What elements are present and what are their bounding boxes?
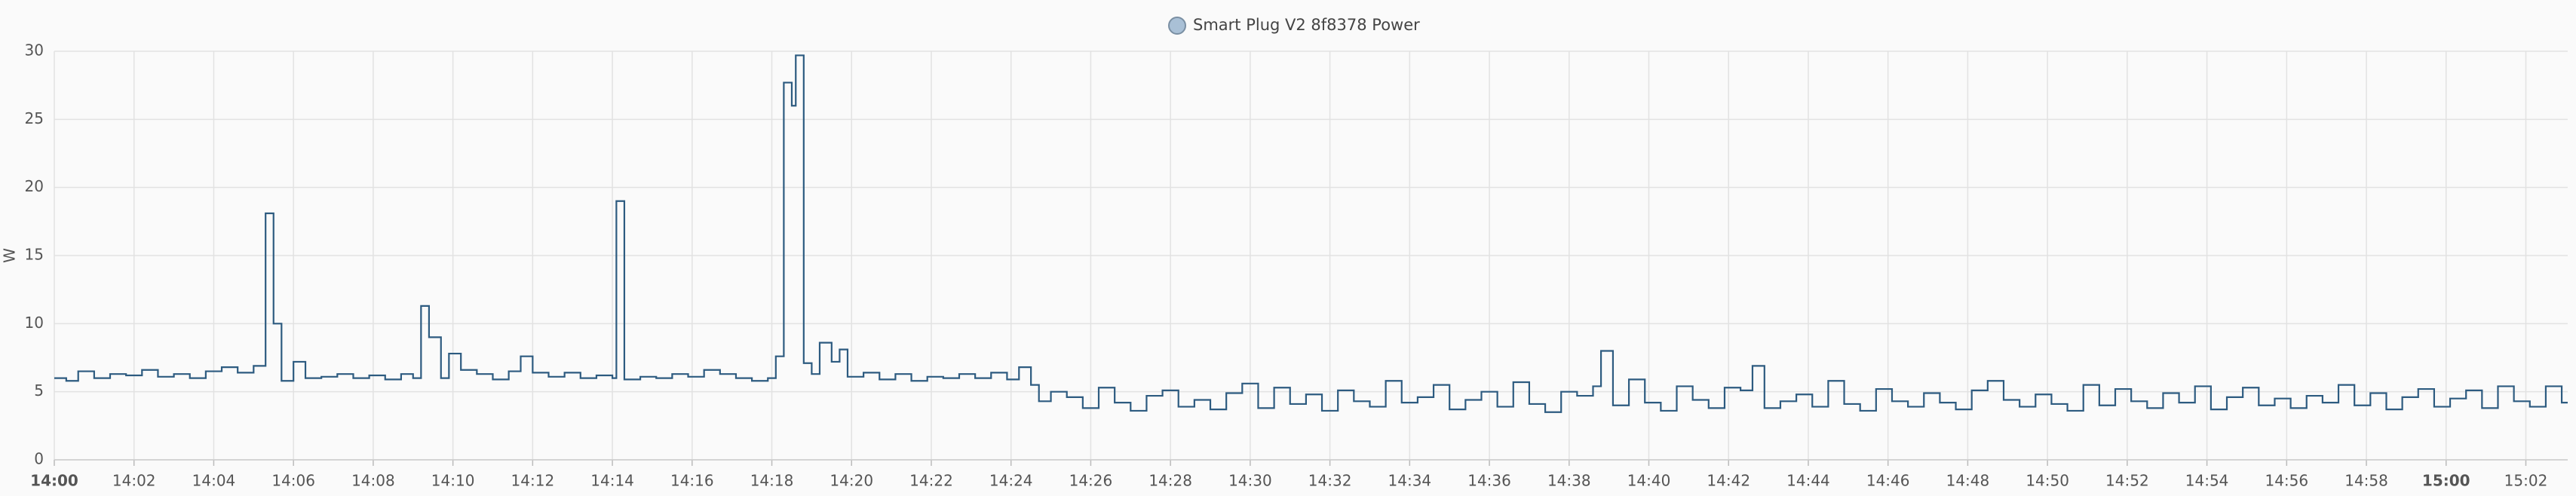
x-tick-label: 14:26 (1069, 472, 1113, 490)
x-tick-label: 14:38 (1547, 472, 1591, 490)
y-tick-label: 25 (25, 109, 44, 127)
x-tick-label: 14:12 (511, 472, 555, 490)
x-tick-label: 14:48 (1946, 472, 1990, 490)
x-tick-label: 14:34 (1388, 472, 1432, 490)
x-tick-label: 14:06 (271, 472, 315, 490)
x-tick-label: 15:02 (2504, 472, 2548, 490)
y-tick-label: 20 (25, 177, 44, 195)
x-tick-label: 14:16 (670, 472, 714, 490)
legend-swatch[interactable] (1168, 17, 1186, 35)
x-tick-label: 14:40 (1627, 472, 1671, 490)
x-tick-label: 14:20 (830, 472, 873, 490)
y-tick-label: 15 (25, 246, 44, 264)
x-tick-label: 14:50 (2026, 472, 2069, 490)
data-line (54, 54, 2568, 413)
y-tick-label: 30 (25, 41, 44, 60)
y-tick-label: 5 (34, 381, 44, 400)
x-tick-label: 14:10 (431, 472, 475, 490)
y-tick-label: 0 (34, 450, 44, 468)
x-tick-label: 14:54 (2185, 472, 2229, 490)
legend-label[interactable]: Smart Plug V2 8f8378 Power (1193, 16, 1420, 34)
x-tick-label: 14:08 (351, 472, 395, 490)
x-tick-label: 14:46 (1866, 472, 1910, 490)
x-tick-label: 14:18 (750, 472, 794, 490)
x-tick-label: 15:00 (2422, 472, 2470, 490)
x-tick-label: 14:32 (1308, 472, 1352, 490)
x-tick-label: 14:00 (30, 472, 78, 490)
x-tick-label: 14:04 (192, 472, 236, 490)
x-tick-label: 14:22 (909, 472, 953, 490)
x-tick-label: 14:36 (1467, 472, 1511, 490)
x-tick-label: 14:24 (989, 472, 1033, 490)
x-tick-label: 14:42 (1707, 472, 1750, 490)
x-tick-label: 14:28 (1148, 472, 1192, 490)
x-tick-label: 14:52 (2105, 472, 2149, 490)
x-tick-label: 14:02 (112, 472, 156, 490)
x-tick-label: 14:14 (590, 472, 634, 490)
y-tick-label: 10 (25, 314, 44, 332)
y-axis-label: W (1, 248, 19, 263)
x-tick-label: 14:56 (2265, 472, 2308, 490)
x-tick-label: 14:44 (1786, 472, 1830, 490)
x-tick-label: 14:58 (2344, 472, 2388, 490)
x-tick-label: 14:30 (1228, 472, 1272, 490)
